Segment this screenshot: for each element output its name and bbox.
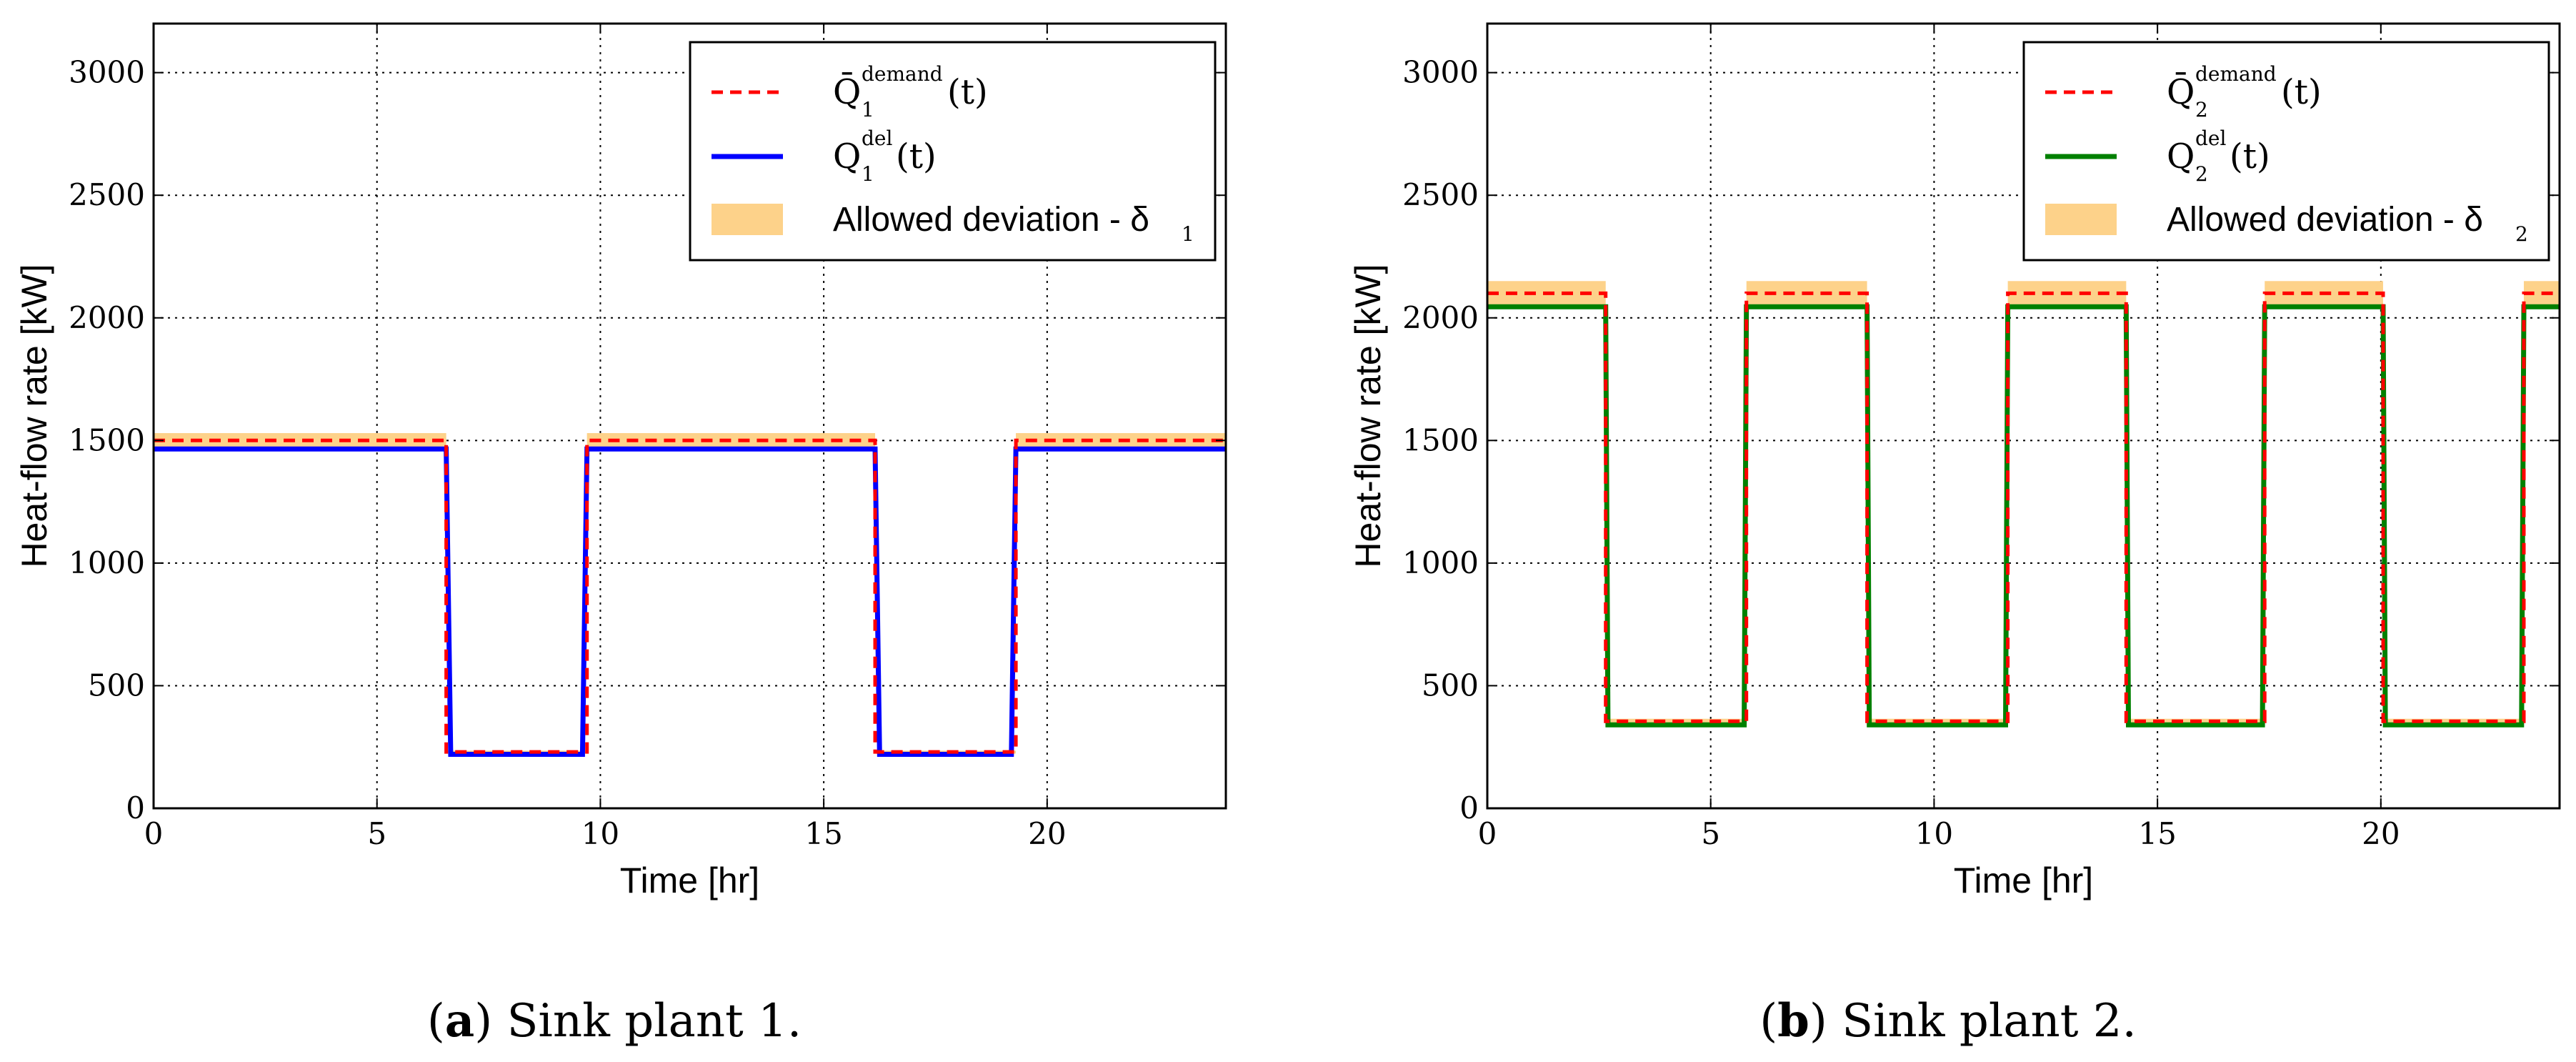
x-tick-label: 10 [1915, 816, 1953, 851]
x-tick-label: 5 [1701, 816, 1720, 851]
caption-text: Sink plant 1. [507, 995, 802, 1048]
x-tick-label: 15 [804, 816, 842, 851]
y-tick-label: 2000 [1402, 300, 1479, 335]
x-axis-label: Time [hr] [620, 860, 759, 900]
x-tick-label: 20 [2362, 816, 2400, 851]
series-demand-line [154, 438, 1226, 754]
legend-delivered-index: 1 [862, 162, 874, 186]
x-tick-label: 5 [367, 816, 386, 851]
y-tick-label: 1000 [69, 545, 145, 580]
x-axis-label: Time [hr] [1954, 860, 2093, 900]
series-delivered-line [1487, 304, 2560, 728]
caption-letter: a [445, 994, 474, 1048]
y-tick-label: 500 [88, 668, 145, 703]
legend-demand-index: 2 [2195, 98, 2208, 121]
legend-deviation-label: Allowed deviation - δ [833, 201, 1149, 239]
y-tick-label: 500 [1422, 668, 1479, 703]
legend-deviation-swatch [712, 204, 783, 235]
y-tick-label: 1500 [1402, 422, 1479, 457]
legend-deviation-swatch [2045, 204, 2117, 235]
legend-delivered-time-arg: (t) [896, 137, 937, 177]
axes-frame [152, 22, 1227, 810]
legend-demand-superscript: demand [2195, 62, 2277, 86]
x-tick-label: 20 [1028, 816, 1066, 851]
y-tick-label: 3000 [69, 55, 145, 90]
legend-demand-superscript: demand [862, 62, 943, 86]
y-tick-label: 1500 [69, 422, 145, 457]
legend-delivered-superscript: del [2195, 126, 2226, 150]
figure-caption: (a) Sink plant 1. [427, 994, 802, 1048]
y-tick-label: 0 [1459, 790, 1479, 825]
y-axis-label: Heat-flow rate [kW] [14, 264, 54, 567]
legend-deviation-index: 1 [1182, 222, 1194, 246]
y-tick-label: 2500 [69, 177, 145, 212]
legend-delivered-index: 2 [2195, 162, 2208, 186]
series-demand-line [1487, 291, 2560, 723]
x-tick-label: 15 [2138, 816, 2176, 851]
x-tick-label: 0 [1478, 816, 1497, 851]
y-tick-label: 2500 [1402, 177, 1479, 212]
y-tick-label: 0 [126, 790, 145, 825]
chart-panel-a: 0 5 10 15 20 0 500 1000 1500 2000 2500 3000 Time [hr… [14, 22, 1227, 1048]
caption-letter: b [1777, 994, 1809, 1048]
legend-deviation-label: Allowed deviation - δ [2167, 201, 2483, 239]
figure-caption: (b) Sink plant 2. [1759, 994, 2137, 1048]
legend-demand-index: 1 [862, 98, 874, 121]
chart-panel-b: 0 5 10 15 20 0 500 1000 1500 2000 2500 3000 Time [hr… [1348, 22, 2561, 1048]
deviation-band [154, 433, 446, 448]
legend-demand-time-arg: (t) [947, 72, 988, 112]
y-tick-label: 3000 [1402, 55, 1479, 90]
x-tick-label: 10 [581, 816, 619, 851]
legend-delivered-time-arg: (t) [2230, 137, 2270, 177]
legend-demand-label: Q̄ [2167, 71, 2195, 112]
series-delivered-line [154, 446, 1226, 757]
y-tick-label: 2000 [69, 300, 145, 335]
legend-delivered-superscript: del [862, 126, 892, 150]
caption-text: Sink plant 2. [1842, 995, 2137, 1048]
y-axis-label: Heat-flow rate [kW] [1348, 264, 1388, 567]
axes-frame [1486, 22, 2561, 810]
legend-demand-time-arg: (t) [2281, 72, 2322, 112]
y-tick-label: 1000 [1402, 545, 1479, 580]
x-tick-label: 0 [144, 816, 164, 851]
legend-deviation-index: 2 [2515, 222, 2528, 246]
legend-delivered-label: Q [2167, 137, 2195, 177]
legend-delivered-label: Q [833, 137, 861, 177]
legend-demand-label: Q̄ [833, 71, 861, 112]
